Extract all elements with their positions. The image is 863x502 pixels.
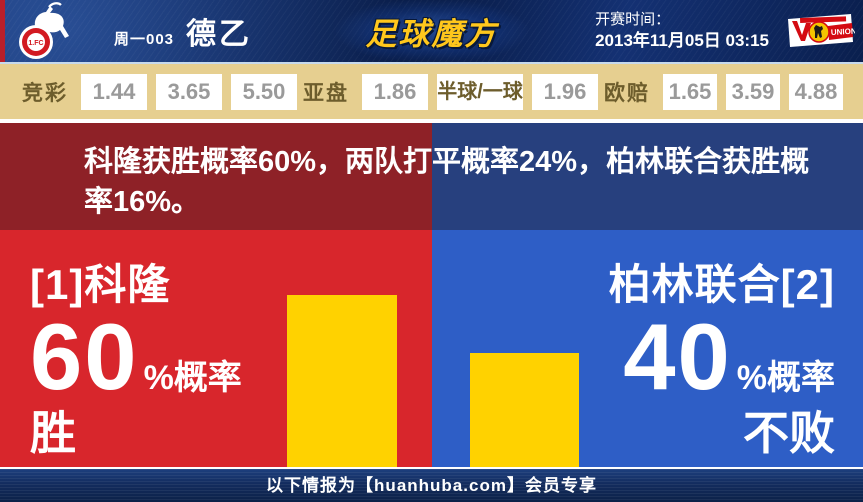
separator: [0, 119, 863, 123]
footer: 以下情报为【huanhuba.com】会员专享: [0, 469, 863, 502]
footer-separator: [0, 467, 863, 469]
jingcai-home-odds: 1.44: [81, 73, 147, 110]
home-probability-bar: [287, 295, 397, 467]
asian-handicap-line: 半球/一球: [437, 73, 523, 110]
kickoff-label: 开赛时间：: [595, 11, 671, 28]
home-probability-line: 60 %概率: [30, 309, 242, 405]
home-team-block: [1]科隆 60 %概率 胜: [30, 261, 242, 459]
prediction-panel: [1]科隆 60 %概率 胜 柏林联合[2] 40 %概率 不败: [0, 230, 863, 467]
header: 1.FC 周一003 德乙 足球魔方 开赛时间： 2013年11月05日 03:…: [0, 0, 863, 64]
away-probability-bar: [470, 353, 579, 467]
home-probability-suffix: %概率: [143, 359, 242, 398]
league-name: 德乙: [186, 18, 253, 51]
footer-text: 以下情报为【huanhuba.com】会员专享: [266, 476, 597, 495]
asian-handicap-group: 亚盘 1.86 半球/一球 1.96: [303, 73, 598, 110]
kickoff-time: 2013年11月05日 03:15: [595, 31, 769, 50]
european-home-odds: 1.65: [663, 73, 717, 110]
home-outcome: 胜: [30, 406, 76, 459]
brand-logo-text: 足球魔方: [365, 16, 498, 52]
brand-logo: 足球魔方: [335, 0, 528, 64]
away-outcome: 不败: [743, 406, 835, 459]
koln-crest-icon: 1.FC: [16, 2, 80, 60]
odds-bar: 竞彩 1.44 3.65 5.50 亚盘 1.86 半球/一球 1.96 欧赔 …: [0, 64, 863, 119]
jingcai-draw-odds: 3.65: [156, 73, 222, 110]
jingcai-odds-group: 竞彩 1.44 3.65 5.50: [22, 73, 297, 110]
european-odds-group: 欧赔 1.65 3.59 4.88: [604, 73, 843, 110]
kickoff-info: 开赛时间： 2013年11月05日 03:15: [595, 10, 769, 52]
european-away-odds: 4.88: [789, 73, 843, 110]
summary-away-bg: [431, 123, 863, 230]
summary-home-bg: [0, 123, 432, 230]
home-crest-text: 1.FC: [28, 40, 43, 47]
away-team-block: 柏林联合[2] 40 %概率 不败: [608, 261, 835, 459]
match-info: 周一003 德乙: [114, 9, 252, 53]
jingcai-label: 竞彩: [22, 81, 68, 105]
union-berlin-crest-icon: UNION: [785, 12, 855, 50]
home-probability-value: 60: [30, 304, 139, 410]
away-probability-line: 40 %概率: [609, 309, 835, 405]
probability-summary-text: 科隆获胜概率60%，两队打平概率24%，柏林联合获胜概率16%。: [84, 146, 810, 218]
european-label: 欧赔: [604, 81, 650, 105]
match-code: 周一003: [114, 31, 175, 48]
asian-label: 亚盘: [303, 81, 349, 105]
asian-away-odds: 1.96: [532, 73, 598, 110]
jingcai-away-odds: 5.50: [231, 73, 297, 110]
left-accent-strip: [0, 0, 5, 62]
away-crest-text: UNION: [831, 27, 855, 37]
home-team-name: [1]科隆: [30, 261, 171, 308]
away-probability-value: 40: [623, 304, 732, 410]
asian-home-odds: 1.86: [362, 73, 428, 110]
away-probability-suffix: %概率: [736, 359, 835, 398]
probability-summary-band: 科隆获胜概率60%，两队打平概率24%，柏林联合获胜概率16%。: [0, 123, 863, 230]
away-team-name: 柏林联合[2]: [608, 261, 835, 308]
european-draw-odds: 3.59: [726, 73, 780, 110]
